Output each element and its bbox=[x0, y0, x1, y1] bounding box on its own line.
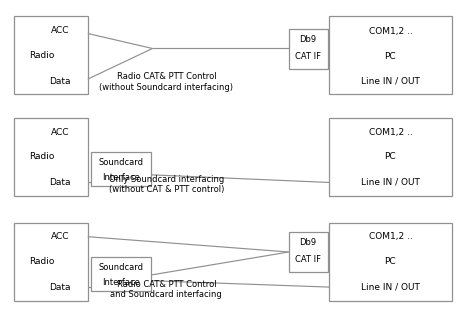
Text: Soundcard: Soundcard bbox=[98, 263, 144, 272]
Text: ACC: ACC bbox=[51, 232, 69, 241]
Text: Data: Data bbox=[49, 178, 71, 187]
Text: ACC: ACC bbox=[51, 26, 69, 35]
Text: Data: Data bbox=[49, 77, 71, 86]
Text: Data: Data bbox=[49, 283, 71, 292]
Text: Db9: Db9 bbox=[299, 238, 317, 247]
Text: PC: PC bbox=[384, 52, 396, 61]
Text: COM1,2 ..: COM1,2 .. bbox=[369, 232, 412, 241]
Text: Only Soundcard interfacing
(without CAT & PTT control): Only Soundcard interfacing (without CAT … bbox=[109, 174, 224, 194]
Text: Line IN / OUT: Line IN / OUT bbox=[361, 178, 420, 187]
Bar bbox=[329, 16, 452, 94]
Bar bbox=[14, 223, 88, 301]
Text: Radio: Radio bbox=[29, 51, 54, 60]
Text: PC: PC bbox=[384, 152, 396, 161]
Text: Line IN / OUT: Line IN / OUT bbox=[361, 77, 420, 86]
Bar bbox=[289, 232, 328, 272]
Text: CAT IF: CAT IF bbox=[295, 52, 321, 61]
Text: CAT IF: CAT IF bbox=[295, 255, 321, 263]
Text: Radio: Radio bbox=[29, 152, 54, 161]
Text: Radio: Radio bbox=[29, 257, 54, 266]
Text: Db9: Db9 bbox=[299, 35, 317, 44]
Bar bbox=[289, 29, 328, 69]
Bar bbox=[91, 152, 151, 186]
Text: PC: PC bbox=[384, 257, 396, 266]
Bar bbox=[329, 118, 452, 196]
Text: ACC: ACC bbox=[51, 128, 69, 137]
Text: Interface: Interface bbox=[102, 278, 140, 287]
Text: Radio CAT& PTT Control
(without Soundcard interfacing): Radio CAT& PTT Control (without Soundcar… bbox=[99, 72, 233, 92]
Bar bbox=[14, 118, 88, 196]
Text: Interface: Interface bbox=[102, 173, 140, 182]
Bar bbox=[91, 257, 151, 291]
Text: Line IN / OUT: Line IN / OUT bbox=[361, 283, 420, 292]
Text: COM1,2 ..: COM1,2 .. bbox=[369, 128, 412, 137]
Text: Radio CAT& PTT Control
and Soundcard interfacing: Radio CAT& PTT Control and Soundcard int… bbox=[110, 280, 222, 299]
Bar bbox=[14, 16, 88, 94]
Text: Soundcard: Soundcard bbox=[98, 158, 144, 167]
Bar bbox=[329, 223, 452, 301]
Text: COM1,2 ..: COM1,2 .. bbox=[369, 27, 412, 36]
